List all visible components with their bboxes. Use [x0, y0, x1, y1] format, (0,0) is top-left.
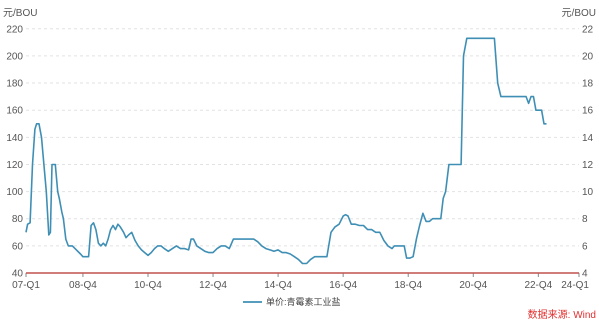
series-line — [25, 37, 547, 265]
x-tick-label: 20-Q4 — [459, 280, 487, 291]
right-y-tick-label: 22 — [582, 24, 594, 35]
left-y-tick-label: 60 — [12, 241, 24, 252]
right-y-tick-label: 16 — [582, 106, 594, 117]
left-y-tick-label: 220 — [6, 24, 23, 35]
right-y-tick-label: 8 — [582, 214, 588, 225]
x-tick-label: 22-Q4 — [524, 280, 552, 291]
right-y-tick-label: 10 — [582, 187, 594, 198]
legend-label: 单价:青霉素工业盐 — [266, 296, 341, 307]
x-tick-label: 12-Q4 — [199, 280, 227, 291]
right-y-tick-label: 18 — [582, 79, 594, 90]
right-y-tick-label: 6 — [582, 241, 588, 252]
legend: 单价:青霉素工业盐 — [243, 296, 341, 307]
right-y-tick-label: 12 — [582, 160, 594, 171]
left-y-tick-label: 80 — [12, 214, 24, 225]
x-tick-label: 24-Q1 — [561, 280, 589, 291]
x-tick-label: 14-Q4 — [264, 280, 292, 291]
right-y-tick-label: 14 — [582, 133, 594, 144]
right-y-tick-label: 4 — [582, 269, 588, 280]
left-y-tick-label: 140 — [6, 133, 23, 144]
x-tick-label: 16-Q4 — [329, 280, 357, 291]
left-y-tick-label: 200 — [6, 51, 23, 62]
left-y-tick-label: 180 — [6, 79, 23, 90]
left-y-tick-label: 100 — [6, 187, 23, 198]
right-axis-unit: 元/BOU — [562, 8, 596, 19]
source-note: 数据来源: Wind — [528, 308, 596, 321]
x-tick-label: 10-Q4 — [134, 280, 162, 291]
left-y-tick-label: 120 — [6, 160, 23, 171]
x-tick-label: 08-Q4 — [69, 280, 97, 291]
right-y-axis-ticks: 4 6 8 10 12 14 16 18 20 22 — [582, 24, 594, 279]
grid-lines — [26, 28, 579, 247]
left-y-axis-ticks: 40 60 80 100 120 140 160 180 200 220 — [6, 24, 23, 279]
right-y-tick-label: 20 — [582, 51, 594, 62]
x-tick-label: 18-Q4 — [394, 280, 422, 291]
x-tick-label: 07-Q1 — [12, 280, 40, 291]
left-y-tick-label: 160 — [6, 106, 23, 117]
left-y-tick-label: 40 — [12, 269, 24, 280]
x-axis-ticks: 07-Q1 08-Q4 10-Q4 12-Q4 14-Q4 16-Q4 18-Q4 20-Q4… — [12, 273, 589, 291]
left-axis-unit: 元/BOU — [3, 8, 37, 19]
